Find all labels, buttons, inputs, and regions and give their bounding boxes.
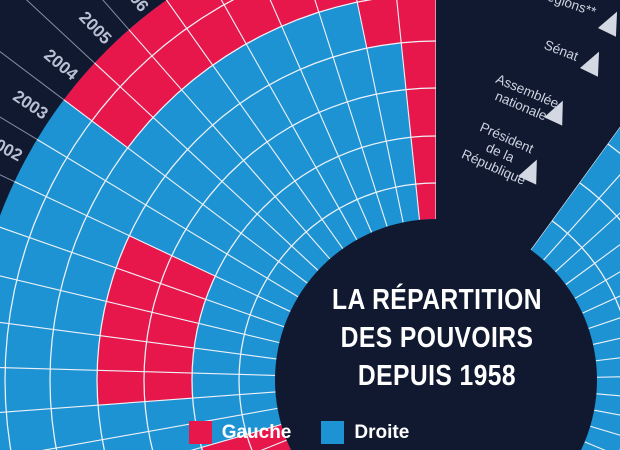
year-spoke <box>14 181 291 312</box>
year-spoke-extension <box>0 51 65 101</box>
gauche-segment <box>97 235 172 406</box>
year-spoke <box>0 321 277 360</box>
year-spoke <box>314 0 388 227</box>
ring-grid-arc <box>191 135 620 450</box>
title-line-1: LA RÉPARTITION <box>331 284 542 316</box>
legend-label-droite: Droite <box>354 421 410 443</box>
year-spoke <box>565 244 620 286</box>
gauche-segment <box>401 41 436 90</box>
year-spoke <box>128 29 331 260</box>
year-spoke <box>0 391 276 413</box>
year-spoke <box>36 138 299 298</box>
legend: Gauche Droite <box>0 421 620 444</box>
center-circle <box>275 219 597 450</box>
year-spoke <box>165 0 344 249</box>
year-spoke <box>269 0 373 233</box>
year-spoke <box>220 0 358 241</box>
year-spoke-extension <box>25 0 95 64</box>
ring-grid-arc <box>96 40 437 450</box>
page-title: LA RÉPARTITION DES POUVOIRS DEPUIS 1958 <box>267 281 607 395</box>
year-spoke <box>0 366 276 376</box>
year-spoke <box>356 0 404 223</box>
ring-grid-arc <box>238 182 620 450</box>
year-spoke <box>0 275 280 344</box>
year-spoke <box>0 226 285 328</box>
year-spoke <box>190 423 282 450</box>
title-line-2: DES POUVOIRS <box>340 322 534 354</box>
legend-label-gauche: Gauche <box>221 421 292 443</box>
year-spoke-extension <box>102 0 130 30</box>
gauche-segment <box>144 255 216 402</box>
gauche-segment <box>406 88 436 138</box>
gauche-segment <box>63 0 369 148</box>
year-spoke <box>574 271 620 299</box>
ring-grid-arc <box>49 0 373 450</box>
year-spoke <box>543 174 620 261</box>
title-line-3: DEPUIS 1958 <box>357 360 517 392</box>
gauche-segment <box>411 136 436 220</box>
ring-grid-arc <box>4 0 235 450</box>
year-spoke <box>94 62 319 271</box>
year-spoke-extension <box>0 116 38 140</box>
gauche-segment <box>201 424 292 450</box>
year-spoke <box>396 0 421 220</box>
ring-grid-arc <box>143 87 620 450</box>
year-spoke <box>530 125 620 251</box>
year-spoke <box>554 212 620 273</box>
year-label: 2001 <box>0 177 4 209</box>
gauche-segment <box>357 0 436 49</box>
droite-color-swatch <box>321 421 345 444</box>
year-spoke <box>63 99 308 284</box>
year-spoke <box>41 407 278 450</box>
gauche-color-swatch <box>188 421 212 444</box>
